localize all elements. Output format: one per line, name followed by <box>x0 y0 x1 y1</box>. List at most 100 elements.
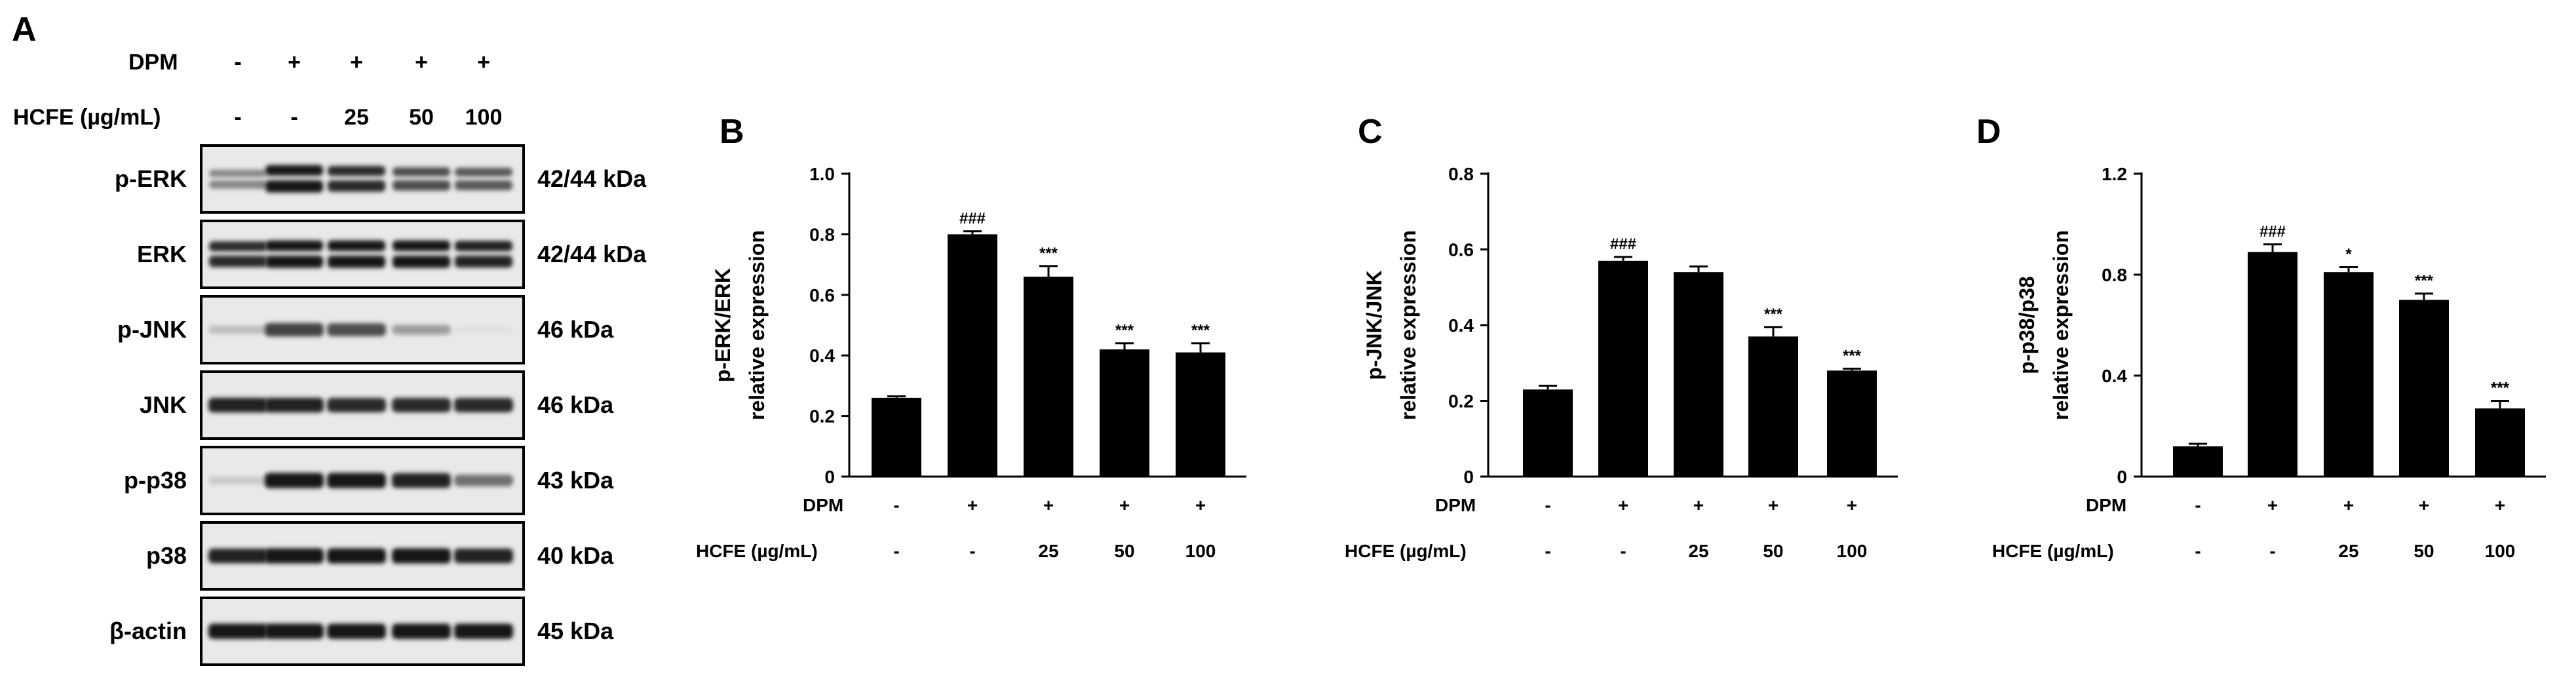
dpm-value: + <box>1119 495 1130 515</box>
bar <box>2399 300 2449 477</box>
dpm-value: + <box>1693 495 1704 515</box>
blot-band <box>454 398 513 412</box>
significance-label: *** <box>2491 380 2510 397</box>
y-tick-label: 1.0 <box>809 164 835 184</box>
y-tick-label: 1.2 <box>2102 164 2127 184</box>
blot-row: p38 40 kDa <box>146 521 614 591</box>
blot-band <box>328 256 385 268</box>
blot-dpm-label: DPM <box>128 50 178 75</box>
bar <box>2248 252 2297 477</box>
blot-band <box>328 240 385 252</box>
hcfe-row-label: HCFE (µg/mL) <box>1992 541 2114 561</box>
hcfe-value: - <box>1545 541 1550 561</box>
blot-row-kda: 46 kDa <box>537 316 614 343</box>
dpm-value: + <box>2267 495 2278 515</box>
blot-dpm-value: + <box>288 50 301 75</box>
blot-row: JNK 46 kDa <box>140 370 614 440</box>
blot-dpm-value: + <box>350 50 363 75</box>
hcfe-value: 100 <box>2485 541 2516 561</box>
blot-membrane <box>200 144 525 214</box>
significance-label: *** <box>1191 322 1210 340</box>
dpm-value: + <box>1768 495 1778 515</box>
y-axis-label: p-JNK/JNK <box>1362 270 1386 380</box>
significance-label: *** <box>1764 305 1783 323</box>
blot-band <box>327 323 386 336</box>
bar <box>872 397 921 477</box>
significance-label: *** <box>1843 347 1862 364</box>
blot-hcfe-label: HCFE (µg/mL) <box>13 105 161 130</box>
blot-row: p-JNK 46 kDa <box>117 295 614 364</box>
blot-band <box>265 240 323 252</box>
significance-label: *** <box>1039 245 1058 262</box>
hcfe-value: - <box>2195 541 2201 561</box>
hcfe-row-label: HCFE (µg/mL) <box>696 541 818 561</box>
blot-band <box>455 180 512 191</box>
blot-band <box>327 473 386 488</box>
blot-band <box>454 475 513 486</box>
blot-row-kda: 46 kDa <box>537 391 614 418</box>
dpm-value: - <box>893 495 899 515</box>
blot-dpm-values: - + + + + <box>234 50 490 75</box>
hcfe-value: - <box>1620 541 1626 561</box>
blot-band <box>392 324 451 335</box>
dpm-value: + <box>1847 495 1857 515</box>
blot-band <box>455 167 512 177</box>
bar <box>2173 446 2223 477</box>
blot-hcfe-value: - <box>290 105 298 130</box>
dpm-value: - <box>2195 495 2201 515</box>
blot-row: p-ERK 42/44 kDa <box>115 144 647 214</box>
bar <box>1176 352 1225 477</box>
blot-band <box>208 397 267 413</box>
hcfe-value: - <box>969 541 975 561</box>
blot-dpm-value: - <box>234 50 241 75</box>
significance-label: ### <box>2259 223 2286 241</box>
y-tick-label: 0 <box>824 467 835 487</box>
bar <box>2324 272 2374 477</box>
y-tick-label: 0 <box>2117 467 2127 487</box>
y-tick-label: 0.4 <box>809 345 835 366</box>
blot-row-kda: 42/44 kDa <box>537 165 647 192</box>
y-tick-label: 0.6 <box>1448 240 1474 260</box>
dpm-row-label: DPM <box>803 495 843 515</box>
blot-dpm-value: + <box>415 50 428 75</box>
y-axis-label: p-ERK/ERK <box>711 268 735 382</box>
blot-hcfe-value: 50 <box>409 105 434 130</box>
blot-band <box>393 167 450 177</box>
blot-band <box>454 548 513 564</box>
dpm-row-label: DPM <box>2086 495 2126 515</box>
hcfe-value: 25 <box>2338 541 2358 561</box>
blot-band <box>393 240 450 252</box>
blot-row-kda: 42/44 kDa <box>537 241 647 267</box>
significance-label: ### <box>959 210 986 227</box>
blot-row: ERK 42/44 kDa <box>137 220 647 289</box>
panel-c: C 0 0.2 0.4 0.6 0.8 p-JNK/JNK relative express… <box>1345 113 1898 561</box>
blot-band <box>327 623 386 639</box>
blot-band <box>392 623 451 639</box>
blot-band <box>455 241 512 252</box>
blot-row-label: p38 <box>146 542 187 569</box>
blot-band <box>208 623 267 639</box>
blot-hcfe-value: 100 <box>465 105 503 130</box>
hcfe-value: 25 <box>1038 541 1058 561</box>
blot-row-label: p-p38 <box>124 467 187 494</box>
blot-row-label: β-actin <box>109 618 187 644</box>
y-tick-label: 0.6 <box>809 285 835 305</box>
y-axis-label: relative expression <box>745 230 769 420</box>
dpm-value: + <box>1618 495 1628 515</box>
blot-row-kda: 45 kDa <box>537 618 614 644</box>
y-tick-label: 0.8 <box>809 224 835 245</box>
blot-row-kda: 40 kDa <box>537 542 614 569</box>
hcfe-value: 50 <box>1114 541 1134 561</box>
blot-band <box>327 548 386 564</box>
blot-row-label: ERK <box>137 241 187 267</box>
y-tick-label: 0.8 <box>1448 164 1474 184</box>
bar <box>948 234 997 477</box>
blot-row-kda: 43 kDa <box>537 467 614 494</box>
blot-hcfe-value: 25 <box>344 105 369 130</box>
y-tick-label: 0.4 <box>2102 366 2127 386</box>
y-tick-label: 0.2 <box>1448 391 1474 412</box>
blot-band <box>328 180 385 192</box>
bar <box>1748 336 1798 477</box>
blot-band <box>455 256 512 268</box>
blot-band <box>327 398 386 412</box>
